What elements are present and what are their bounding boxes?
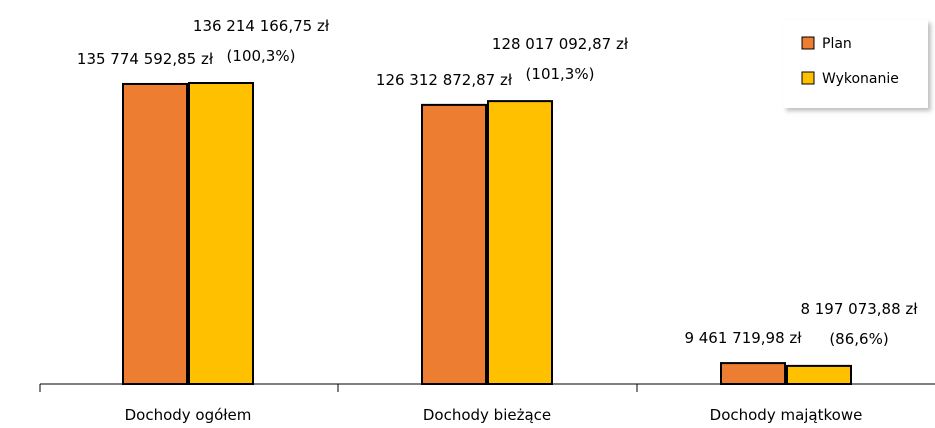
- legend-label-wykonanie: Wykonanie: [822, 71, 899, 87]
- category-label-dochody-majatkowe: Dochody majątkowe: [710, 406, 863, 424]
- bar-wykonanie-dochody-majatkowe: [787, 366, 851, 384]
- percent-label-wykonanie-dochody-biezace: (101,3%): [526, 65, 595, 83]
- legend-swatch-wykonanie: [802, 72, 814, 84]
- legend-swatch-plan: [802, 37, 814, 49]
- data-label-plan-dochody-ogolem: 135 774 592,85 zł: [77, 50, 214, 68]
- legend-label-plan: Plan: [822, 36, 852, 52]
- category-label-dochody-ogolem: Dochody ogółem: [125, 406, 252, 424]
- percent-label-wykonanie-dochody-majatkowe: (86,6%): [829, 330, 888, 348]
- x-axis-ticks: [40, 384, 637, 392]
- percent-label-wykonanie-dochody-ogolem: (100,3%): [227, 47, 296, 65]
- bar-plan-dochody-ogolem: [123, 84, 187, 384]
- x-axis-category-labels: Dochody ogółem Dochody bieżące Dochody maj…: [125, 406, 863, 424]
- data-label-wykonanie-dochody-ogolem: 136 214 166,75 zł: [193, 17, 330, 35]
- data-label-plan-dochody-majatkowe: 9 461 719,98 zł: [684, 329, 802, 347]
- bar-wykonanie-dochody-ogolem: [189, 83, 253, 384]
- bar-plan-dochody-majatkowe: [721, 363, 785, 384]
- data-label-wykonanie-dochody-biezace: 128 017 092,87 zł: [492, 35, 629, 53]
- bar-wykonanie-dochody-biezace: [488, 101, 552, 384]
- bar-plan-dochody-biezace: [422, 105, 486, 384]
- category-label-dochody-biezace: Dochody bieżące: [423, 406, 551, 424]
- legend-box: [783, 20, 928, 108]
- legend: Plan Wykonanie: [783, 20, 928, 108]
- data-label-wykonanie-dochody-majatkowe: 8 197 073,88 zł: [800, 300, 918, 318]
- data-label-plan-dochody-biezace: 126 312 872,87 zł: [376, 71, 513, 89]
